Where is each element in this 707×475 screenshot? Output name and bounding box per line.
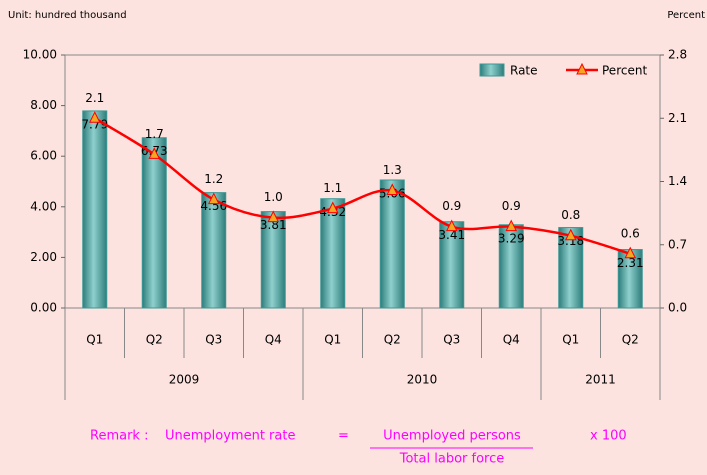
remark-numerator: Unemployed persons — [383, 429, 521, 444]
bar — [558, 227, 584, 309]
marker — [386, 183, 399, 196]
x-tick-label: Q1 — [562, 333, 579, 347]
bar — [82, 110, 108, 309]
x-tick-label: Q3 — [205, 333, 222, 347]
point-label: 2.1 — [85, 91, 104, 105]
y2-tick-label: 2.8 — [668, 48, 687, 62]
marker — [267, 210, 280, 223]
x-tick-label: Q4 — [265, 333, 282, 347]
x-tick-label: Q4 — [503, 333, 520, 347]
y2-label: Percent — [667, 10, 705, 21]
legend-label: Rate — [510, 64, 538, 78]
marker — [207, 192, 220, 205]
point-label: 1.1 — [323, 181, 342, 195]
y2-tick-label: 2.1 — [668, 111, 687, 125]
y-tick-label: 6.00 — [30, 149, 57, 163]
bar-label: 3.41 — [438, 228, 465, 242]
bar-label: 3.81 — [260, 218, 287, 232]
marker — [148, 147, 161, 159]
x-tick-label: Q2 — [146, 333, 163, 347]
bar — [617, 249, 643, 309]
point-label: 0.8 — [561, 208, 580, 222]
remark-denominator: Total labor force — [399, 452, 505, 467]
x-tick-label: Q2 — [622, 333, 639, 347]
bar — [379, 179, 405, 309]
point-label: 1.7 — [145, 127, 164, 141]
marker — [505, 219, 518, 232]
marker — [326, 201, 339, 214]
y-tick-label: 0.00 — [30, 301, 57, 315]
y-tick-label: 2.00 — [30, 250, 57, 264]
point-label: 0.9 — [442, 199, 461, 213]
legend-swatch — [479, 63, 505, 77]
legend-label: Percent — [602, 64, 647, 78]
remark-label: Remark : — [90, 429, 148, 444]
remark-term: Unemployment rate — [165, 429, 295, 444]
remark-factor: x 100 — [590, 429, 627, 444]
marker — [624, 246, 637, 259]
line — [94, 117, 631, 255]
remark-equals: = — [338, 429, 349, 444]
bar — [498, 224, 524, 309]
group-label: 2009 — [169, 373, 200, 387]
y-tick-label: 10.00 — [23, 48, 57, 62]
marker — [564, 228, 577, 241]
point-label: 1.2 — [204, 172, 223, 186]
y2-tick-label: 0.7 — [668, 237, 687, 251]
y2-tick-label: 1.4 — [668, 174, 687, 188]
bar — [260, 211, 286, 309]
y-tick-label: 4.00 — [30, 199, 57, 213]
group-label: 2010 — [407, 373, 438, 387]
marker — [445, 219, 458, 232]
unit-label: Unit: hundred thousand — [8, 10, 127, 21]
x-tick-label: Q1 — [324, 333, 341, 347]
point-label: 0.9 — [502, 199, 521, 213]
bar — [439, 221, 465, 309]
bar-label: 3.29 — [498, 231, 525, 245]
bar — [141, 137, 167, 309]
x-tick-label: Q2 — [384, 333, 401, 347]
bar — [320, 198, 346, 309]
marker — [88, 111, 101, 123]
x-tick-label: Q1 — [86, 333, 103, 347]
bar-label: 2.31 — [617, 256, 644, 270]
bar — [201, 192, 227, 309]
y-tick-label: 8.00 — [30, 98, 57, 112]
legend-marker — [576, 62, 588, 75]
group-label: 2011 — [585, 373, 616, 387]
x-tick-label: Q3 — [443, 333, 460, 347]
point-label: 1.0 — [264, 190, 283, 204]
point-label: 0.6 — [621, 226, 640, 240]
point-label: 1.3 — [383, 163, 402, 177]
y2-tick-label: 0.0 — [668, 301, 687, 315]
